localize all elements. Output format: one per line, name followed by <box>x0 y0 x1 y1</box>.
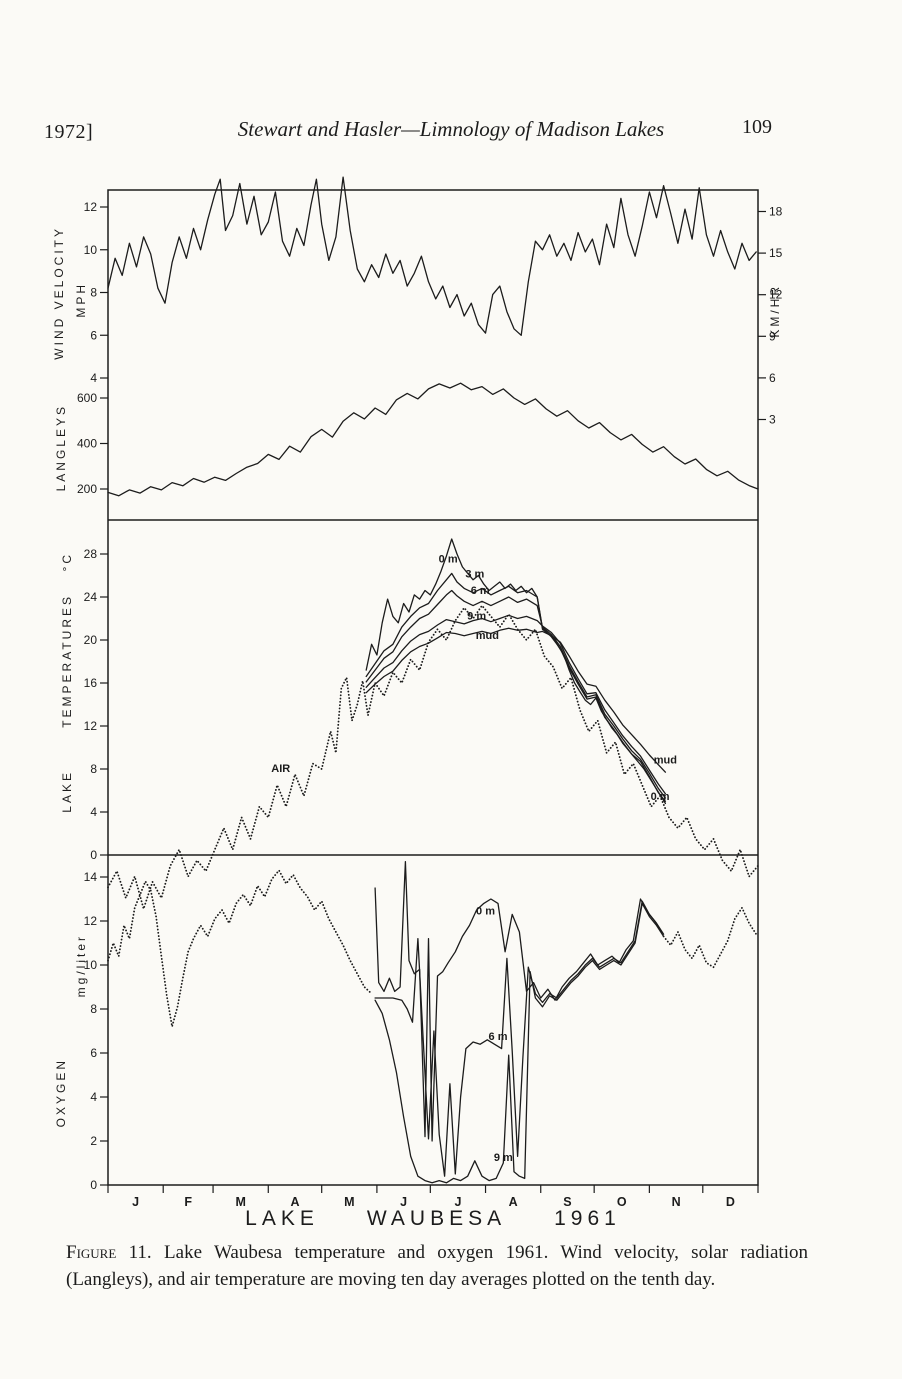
svg-text:6: 6 <box>90 1046 97 1060</box>
series-winter-dotted-jan-may <box>107 869 373 1028</box>
series-winter-dotted-nov-dec <box>662 906 758 969</box>
svg-text:6: 6 <box>769 371 776 385</box>
oxygen-axis-label: OXYGEN <box>54 1058 68 1128</box>
svg-text:400: 400 <box>77 437 97 451</box>
wind-velocity-axis-label: WIND VELOCITY <box>52 226 66 360</box>
panel-lake-temperatures: 0 m 3 m 6 m 9 m mud AIR mud 0 m <box>107 538 759 910</box>
curve-label: 6 m <box>489 1031 508 1043</box>
svg-text:A: A <box>509 1195 518 1209</box>
degc-axis-label: °C <box>60 552 74 572</box>
svg-text:N: N <box>672 1195 681 1209</box>
curve-label: mud <box>476 630 499 642</box>
mph-axis-label: MPH <box>74 282 88 318</box>
svg-text:A: A <box>290 1195 299 1209</box>
series-6-m <box>365 589 667 799</box>
panel-wind-and-solar <box>107 176 759 497</box>
curve-label: 3 m <box>465 569 484 581</box>
series-9-m <box>365 614 667 795</box>
x-title-lake: LAKE <box>245 1207 319 1230</box>
langleys-axis-label: LANGLEYS <box>54 404 68 492</box>
series-solar-radiation-langleys <box>107 382 759 497</box>
series-0-m <box>374 860 663 1142</box>
svg-text:M: M <box>235 1195 245 1209</box>
svg-text:0: 0 <box>90 1178 97 1192</box>
svg-text:12: 12 <box>769 288 783 302</box>
svg-text:10: 10 <box>84 243 98 257</box>
svg-text:M: M <box>344 1195 354 1209</box>
svg-text:24: 24 <box>84 590 98 604</box>
series-mud <box>365 627 667 773</box>
curve-label: 9 m <box>467 611 486 623</box>
lake-axis-label: LAKE <box>60 770 74 813</box>
svg-text:8: 8 <box>90 762 97 776</box>
caption-label: Figure 11. <box>66 1242 152 1263</box>
svg-text:15: 15 <box>769 246 783 260</box>
caption-text: Lake Waubesa temperature and oxygen 1961… <box>66 1242 808 1290</box>
temperatures-axis-label: TEMPERATURES <box>60 594 74 728</box>
x-title-waubesa: WAUBESA <box>366 1207 507 1230</box>
series-9-m <box>374 902 665 1184</box>
curve-label: AIR <box>271 763 290 775</box>
svg-text:S: S <box>563 1195 571 1209</box>
curve-label: 9 m <box>494 1152 513 1164</box>
svg-text:O: O <box>617 1195 627 1209</box>
curve-label: 6 m <box>471 585 490 597</box>
svg-text:14: 14 <box>84 870 98 884</box>
series-3-m <box>365 572 667 802</box>
svg-text:J: J <box>132 1195 139 1209</box>
x-title-year: 1961 <box>554 1207 621 1230</box>
header-year: 1972] <box>44 121 94 143</box>
svg-text:F: F <box>184 1195 192 1209</box>
svg-text:12: 12 <box>84 914 98 928</box>
curve-label: mud <box>654 755 677 767</box>
chart-frame <box>107 189 759 1186</box>
x-axis-title: LAKE WAUBESA 1961 <box>108 1207 758 1231</box>
svg-text:D: D <box>726 1195 735 1209</box>
mg-liter-axis-label: mg/liter <box>74 934 88 998</box>
curve-label: 0 m <box>651 791 670 803</box>
running-title: Stewart and Hasler—Limnology of Madison … <box>237 117 665 141</box>
svg-text:9: 9 <box>769 329 776 343</box>
svg-text:2: 2 <box>90 1134 97 1148</box>
svg-text:10: 10 <box>84 958 98 972</box>
series-0-m <box>365 538 667 805</box>
svg-text:12: 12 <box>84 200 98 214</box>
svg-text:6: 6 <box>90 328 97 342</box>
series-6-m <box>374 900 665 1177</box>
series-wind-velocity-mph <box>107 176 757 336</box>
axis-ticks: 1210864600400200181512963282420161284014… <box>77 200 783 1192</box>
svg-text:28: 28 <box>84 547 98 561</box>
svg-text:0: 0 <box>90 848 97 862</box>
svg-text:200: 200 <box>77 482 97 496</box>
svg-text:16: 16 <box>84 676 98 690</box>
svg-text:4: 4 <box>90 371 97 385</box>
kmhr-axis-label: KM/HR <box>768 284 782 338</box>
svg-text:3: 3 <box>769 413 776 427</box>
page-number: 109 <box>742 116 772 138</box>
series-air-temperature <box>107 604 759 910</box>
svg-text:J: J <box>454 1195 461 1209</box>
svg-text:600: 600 <box>77 391 97 405</box>
figure-caption: Figure 11. Lake Waubesa temperature and … <box>66 1240 808 1294</box>
svg-text:8: 8 <box>90 286 97 300</box>
svg-text:18: 18 <box>769 205 783 219</box>
curve-label: 0 m <box>476 905 495 917</box>
svg-text:4: 4 <box>90 1090 97 1104</box>
panel-oxygen: 0 m 6 m 9 m <box>107 860 758 1184</box>
curve-label: 0 m <box>439 554 458 566</box>
svg-text:8: 8 <box>90 1002 97 1016</box>
svg-text:J: J <box>400 1195 407 1209</box>
svg-text:4: 4 <box>90 805 97 819</box>
svg-text:12: 12 <box>84 719 98 733</box>
svg-text:20: 20 <box>84 633 98 647</box>
